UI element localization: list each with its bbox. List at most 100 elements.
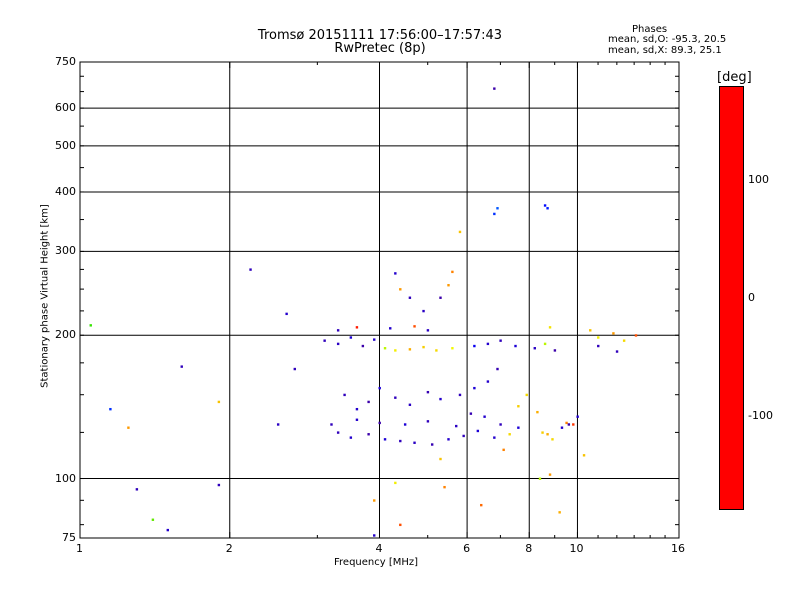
data-point xyxy=(589,329,592,332)
phases-heading: Phases xyxy=(632,24,668,35)
phase-colorbar xyxy=(719,86,744,510)
data-point xyxy=(394,481,397,485)
data-point xyxy=(576,415,579,418)
data-point xyxy=(285,312,288,316)
data-point xyxy=(135,488,139,491)
y-tick-label: 400 xyxy=(55,184,76,198)
data-point xyxy=(435,349,438,352)
data-point xyxy=(496,367,499,371)
phases-x-line: mean, sd,X: 89.3, 25.1 xyxy=(608,45,722,56)
data-point xyxy=(422,345,425,349)
axis-ticks xyxy=(79,61,680,538)
data-point xyxy=(543,204,547,207)
data-point xyxy=(486,342,490,346)
data-point xyxy=(408,403,412,406)
data-point xyxy=(541,431,544,434)
phases-o-line: mean, sd,O: -95.3, 20.5 xyxy=(608,34,727,45)
data-point xyxy=(430,443,434,446)
data-point xyxy=(473,386,476,390)
data-point xyxy=(349,336,353,339)
data-point xyxy=(378,386,381,390)
data-point xyxy=(451,347,454,350)
x-tick-label: 6 xyxy=(463,542,471,555)
colorbar-tick-label: 100 xyxy=(748,173,769,187)
y-tick-label: 750 xyxy=(55,55,76,68)
y-tick-label: 300 xyxy=(55,244,76,258)
data-point xyxy=(462,434,465,438)
data-point xyxy=(514,344,517,348)
data-point xyxy=(383,438,387,441)
colorbar-unit-label: [deg] xyxy=(717,70,752,85)
data-point xyxy=(455,424,458,428)
data-point xyxy=(373,499,376,502)
data-point xyxy=(403,423,407,426)
data-point xyxy=(127,426,130,429)
data-point xyxy=(469,412,473,415)
data-point xyxy=(394,272,397,275)
data-point xyxy=(330,423,333,426)
data-point xyxy=(622,339,626,342)
y-tick-label: 500 xyxy=(55,138,76,152)
data-point xyxy=(499,339,502,342)
data-point xyxy=(493,87,496,90)
data-point xyxy=(217,483,221,487)
data-point xyxy=(439,397,442,401)
data-point xyxy=(180,365,183,368)
data-point xyxy=(615,350,619,353)
x-tick-label: 8 xyxy=(525,542,533,555)
data-point xyxy=(473,344,476,348)
data-point xyxy=(597,344,600,348)
data-point xyxy=(499,423,502,426)
data-point xyxy=(548,326,552,329)
data-point xyxy=(373,534,376,537)
data-point xyxy=(443,485,446,489)
data-point xyxy=(276,423,280,426)
grid-lines xyxy=(80,62,679,538)
data-point xyxy=(502,448,505,452)
data-point xyxy=(458,393,462,397)
data-point xyxy=(572,423,575,426)
data-point xyxy=(323,339,326,342)
data-point xyxy=(565,421,568,425)
data-point xyxy=(597,336,600,339)
data-point xyxy=(533,347,536,350)
data-point xyxy=(367,400,370,404)
chart-title: Tromsø 20151111 17:56:00–17:57:43 xyxy=(257,28,503,43)
y-tick-label: 200 xyxy=(55,328,76,342)
data-point xyxy=(394,349,397,352)
data-point xyxy=(560,426,564,429)
x-axis-label: Frequency [MHz] xyxy=(334,557,419,568)
x-tick-label: 10 xyxy=(569,542,584,555)
y-tick-label: 600 xyxy=(55,101,76,115)
data-point xyxy=(558,511,561,514)
data-point xyxy=(517,426,520,429)
data-point xyxy=(355,407,359,411)
data-point xyxy=(447,284,450,287)
data-point xyxy=(567,423,571,426)
data-point xyxy=(634,334,638,337)
data-point xyxy=(389,327,392,330)
data-point xyxy=(493,212,496,216)
data-point xyxy=(367,433,370,436)
data-point xyxy=(508,433,511,436)
data-point xyxy=(413,325,416,328)
data-point xyxy=(361,344,365,348)
data-point xyxy=(383,347,387,350)
data-point xyxy=(426,329,430,332)
data-point xyxy=(447,438,450,441)
data-point xyxy=(355,418,359,421)
data-point xyxy=(217,400,221,404)
data-point xyxy=(151,518,155,521)
data-point xyxy=(439,457,442,461)
data-point xyxy=(546,433,549,436)
data-point xyxy=(399,288,402,291)
data-point xyxy=(476,429,480,433)
chart-subtitle: RwPretec (8p) xyxy=(334,41,426,56)
data-point xyxy=(543,342,547,346)
y-tick-label: 100 xyxy=(55,471,76,485)
data-point xyxy=(373,338,376,341)
data-point xyxy=(486,380,490,383)
data-point xyxy=(399,523,402,527)
y-axis-label: Stationary phase Virtual Height [km] xyxy=(39,204,51,388)
